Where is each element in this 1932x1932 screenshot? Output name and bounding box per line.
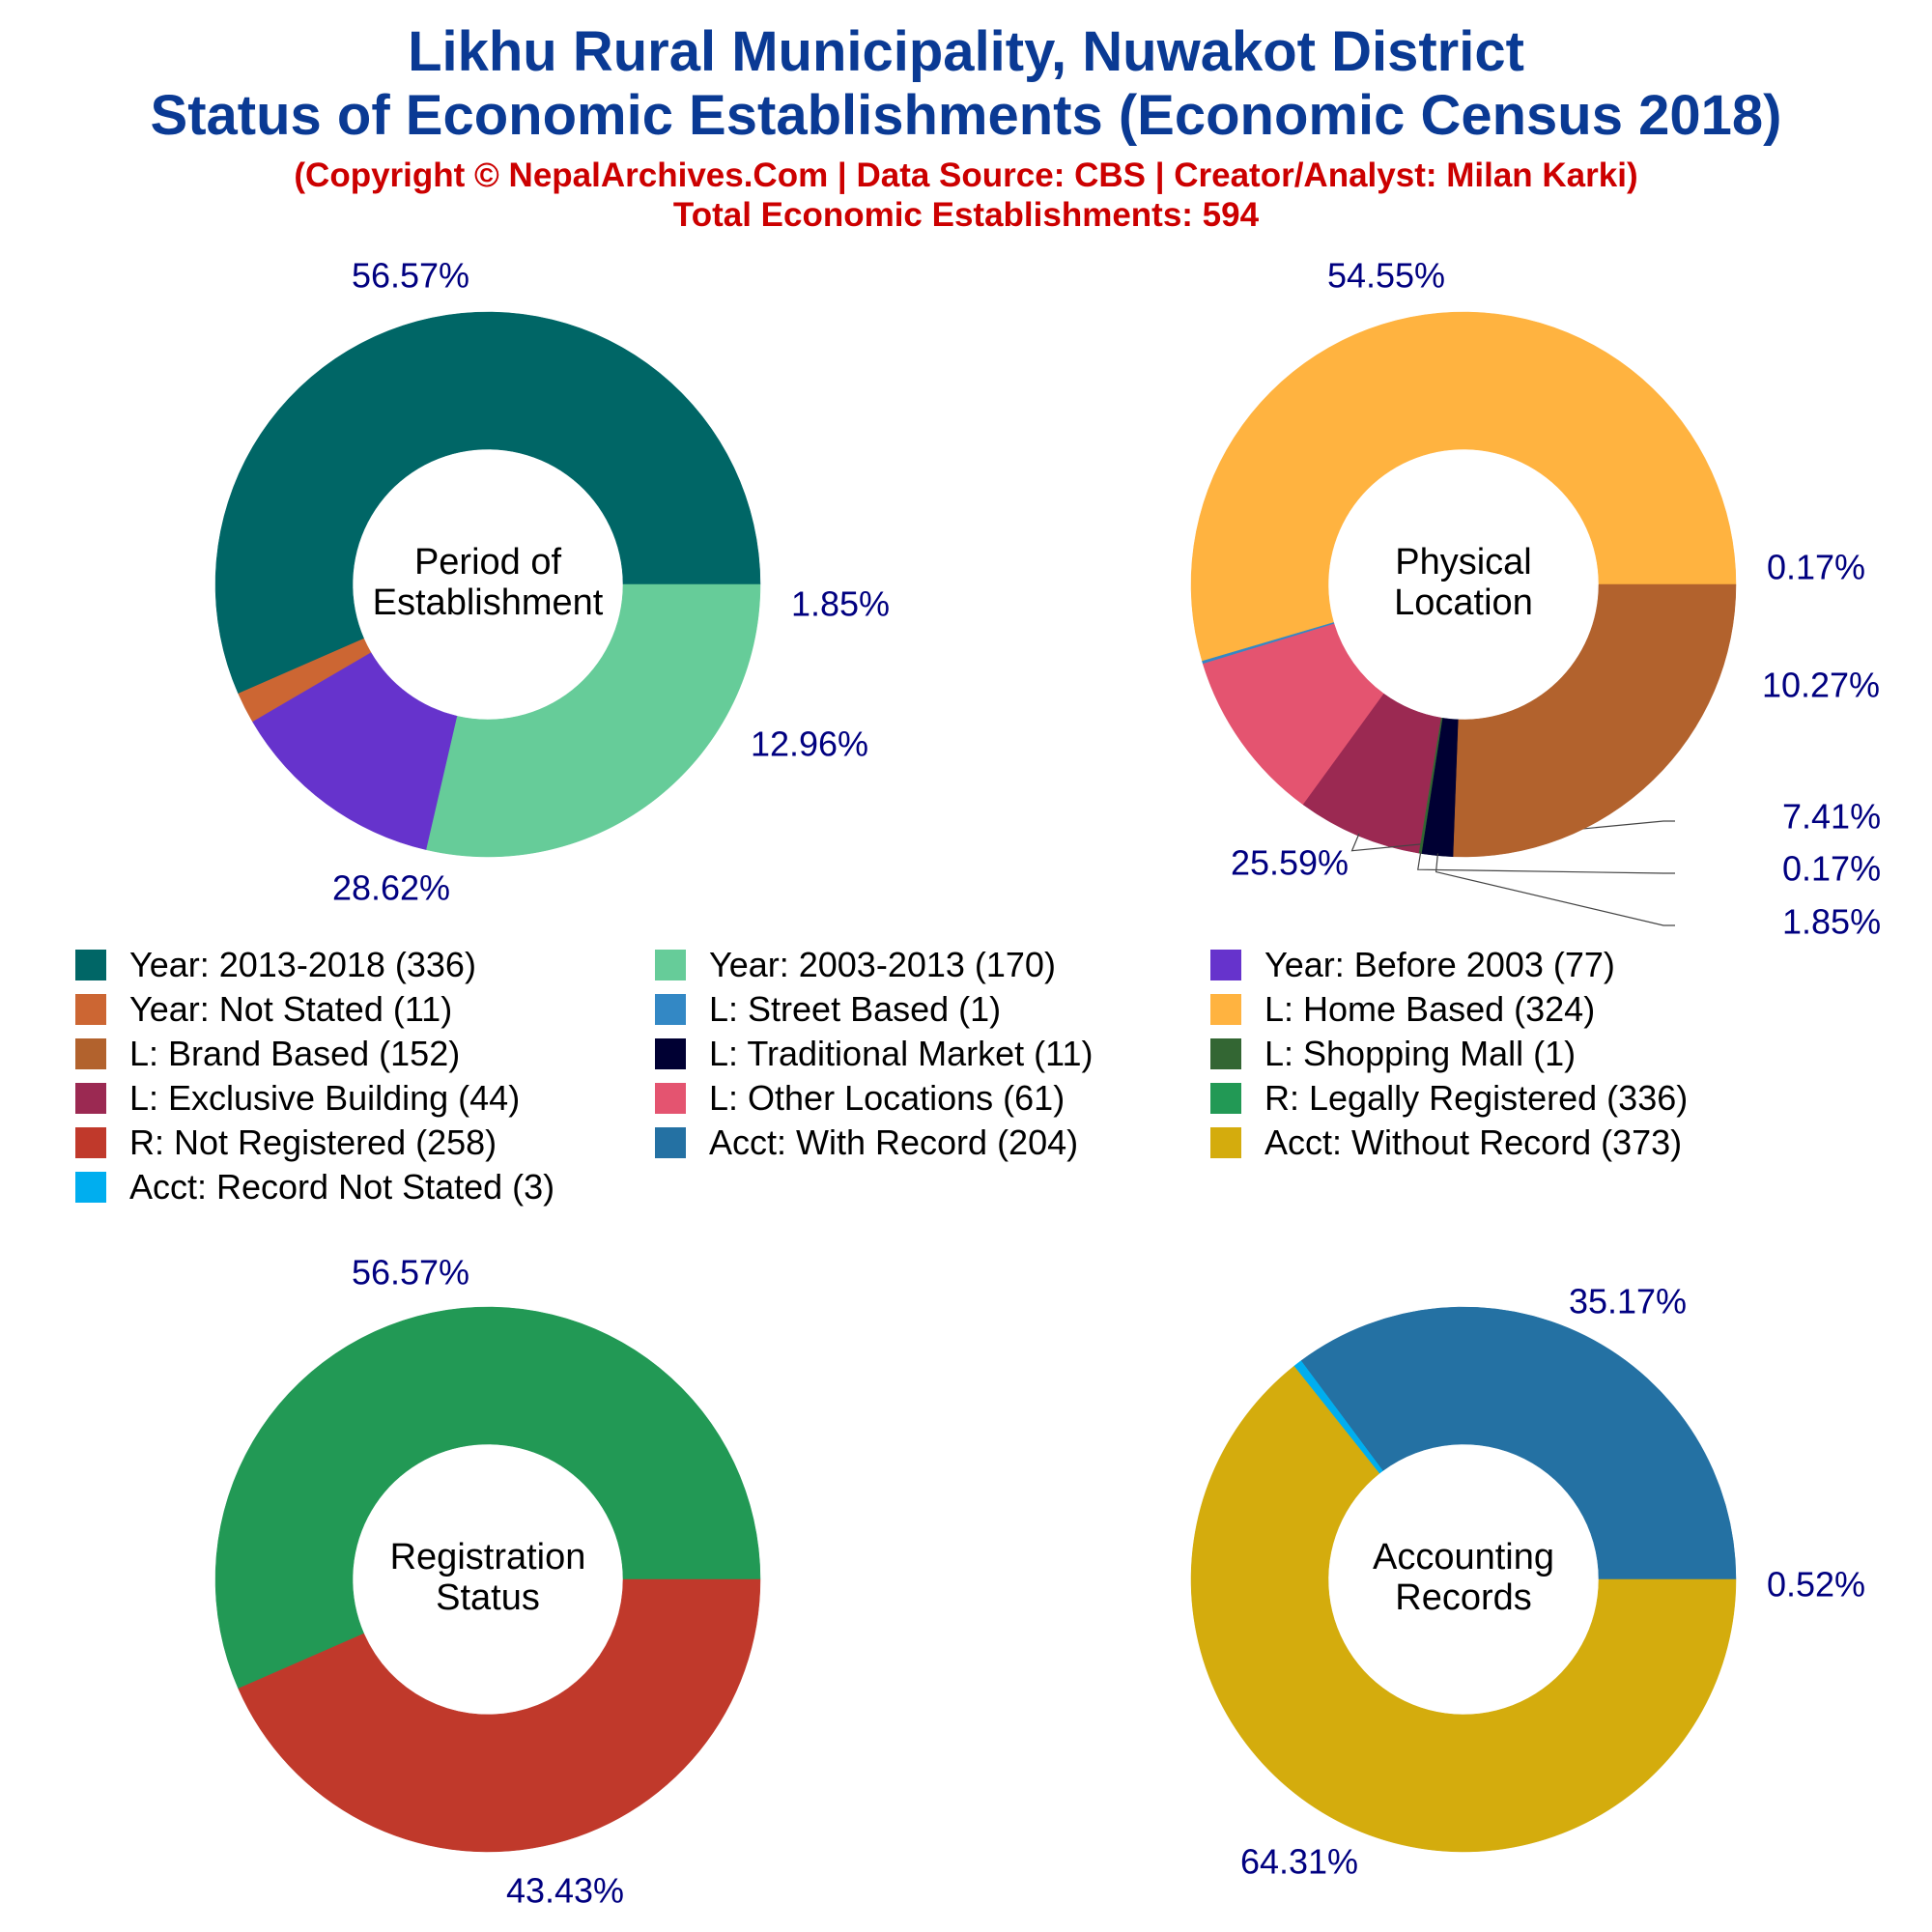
donut-center-label: Records: [1395, 1577, 1532, 1618]
slice-year-before-2003: [252, 652, 458, 851]
legend-label: Acct: Without Record (373): [1264, 1122, 1683, 1162]
legend-swatch: [1210, 1083, 1241, 1114]
donut-center-label: Period of: [414, 542, 562, 582]
legend-item: Year: 2013-2018 (336): [75, 943, 476, 987]
donut-center-label: Status: [436, 1577, 540, 1618]
legend-label: L: Shopping Mall (1): [1264, 1034, 1577, 1073]
legend-swatch: [75, 1038, 106, 1069]
legend-label: Year: 2003-2013 (170): [709, 945, 1056, 984]
donut-center-label: Establishment: [373, 582, 604, 623]
legend-swatch: [75, 1172, 106, 1203]
slice-percent-label: 1.85%: [791, 584, 890, 624]
slice-percent-label: 10.27%: [1762, 666, 1880, 705]
leader-line: [1435, 853, 1675, 926]
legend-swatch: [75, 1127, 106, 1158]
legend-swatch: [75, 994, 106, 1025]
legend-item: Year: Not Stated (11): [75, 987, 452, 1032]
legend-item: Acct: Without Record (373): [1210, 1121, 1682, 1165]
legend-label: L: Other Locations (61): [709, 1078, 1065, 1118]
slice-year-2003-2013: [426, 583, 761, 858]
legend-label: Year: 2013-2018 (336): [129, 945, 476, 984]
slice-l-brand-based: [1453, 583, 1737, 858]
legend-item: Year: Before 2003 (77): [1210, 943, 1615, 987]
legend-item: L: Traditional Market (11): [655, 1032, 1094, 1076]
donut-center-label: Location: [1394, 582, 1533, 623]
legend-swatch: [75, 950, 106, 980]
legend-item: L: Exclusive Building (44): [75, 1076, 520, 1121]
legend-item: L: Brand Based (152): [75, 1032, 460, 1076]
chart-subtitle-line1: (Copyright © NepalArchives.Com | Data So…: [294, 156, 1638, 194]
legend-label: Year: Before 2003 (77): [1264, 945, 1615, 984]
legend-label: L: Street Based (1): [709, 989, 1002, 1029]
slice-acct-without-record: [1190, 1365, 1737, 1853]
legend-item: R: Legally Registered (336): [1210, 1076, 1688, 1121]
donut-chart-2: 54.55% 0.17% 10.27% 7.41% 0.17% 1.85% 25.59% Ph…: [1190, 256, 1881, 942]
legend-swatch: [1210, 950, 1241, 980]
legend-swatch: [655, 1038, 686, 1069]
slice-percent-label: 56.57%: [352, 1253, 469, 1293]
chart-subtitle-line2: Total Economic Establishments: 594: [672, 196, 1260, 234]
legend-swatch: [75, 1083, 106, 1114]
slice-percent-label: 43.43%: [506, 1871, 624, 1911]
legend-swatch: [655, 950, 686, 980]
slice-percent-label: 0.17%: [1782, 849, 1881, 889]
legend-swatch: [1210, 1127, 1241, 1158]
chart-title-line2: Status of Economic Establishments (Econo…: [150, 84, 1782, 147]
legend-label: R: Not Registered (258): [129, 1122, 497, 1162]
legend-label: L: Brand Based (152): [129, 1034, 461, 1073]
legend-item: L: Shopping Mall (1): [1210, 1032, 1576, 1076]
slice-r-legally-registered: [214, 1306, 761, 1690]
slice-percent-label: 54.55%: [1327, 256, 1445, 296]
leader-line: [1417, 851, 1675, 874]
donut-center-label: Registration: [390, 1537, 586, 1577]
legend-label: L: Traditional Market (11): [709, 1034, 1094, 1073]
legend-label: L: Home Based (324): [1264, 989, 1596, 1029]
slice-percent-label: 7.41%: [1782, 797, 1881, 837]
slice-l-home-based: [1190, 311, 1737, 662]
legend-item: Acct: Record Not Stated (3): [75, 1165, 554, 1209]
legend-swatch: [1210, 994, 1241, 1025]
legend-swatch: [655, 1083, 686, 1114]
slice-percent-label: 0.17%: [1767, 548, 1865, 587]
slice-percent-label: 1.85%: [1782, 902, 1881, 942]
slice-percent-label: 56.57%: [352, 256, 469, 296]
legend-item: R: Not Registered (258): [75, 1121, 497, 1165]
legend-label: L: Exclusive Building (44): [129, 1078, 521, 1118]
slice-percent-label: 35.17%: [1569, 1282, 1687, 1321]
slice-percent-label: 64.31%: [1240, 1842, 1358, 1882]
legend-item: L: Street Based (1): [655, 987, 1001, 1032]
donut-chart-1: 56.57% 1.85% 12.96% 28.62% Period ofEstablis…: [214, 256, 890, 908]
legend-label: Acct: Record Not Stated (3): [129, 1167, 555, 1207]
legend-item: L: Home Based (324): [1210, 987, 1595, 1032]
chart-title-line1: Likhu Rural Municipality, Nuwakot Distri…: [408, 20, 1524, 83]
donut-center-label: Accounting: [1373, 1537, 1554, 1577]
legend-swatch: [655, 994, 686, 1025]
legend-item: Year: 2003-2013 (170): [655, 943, 1056, 987]
slice-percent-label: 0.52%: [1767, 1565, 1865, 1605]
legend-swatch: [655, 1127, 686, 1158]
legend-label: R: Legally Registered (336): [1264, 1078, 1689, 1118]
slice-r-not-registered: [238, 1578, 761, 1853]
legend-label: Acct: With Record (204): [709, 1122, 1079, 1162]
slice-acct-with-record: [1300, 1306, 1737, 1580]
legend-swatch: [1210, 1038, 1241, 1069]
donut-center-label: Physical: [1395, 542, 1532, 582]
legend-label: Year: Not Stated (11): [129, 989, 453, 1029]
slice-percent-label: 28.62%: [332, 868, 450, 908]
legend-item: Acct: With Record (204): [655, 1121, 1078, 1165]
slice-percent-label: 25.59%: [1231, 843, 1349, 883]
legend-item: L: Other Locations (61): [655, 1076, 1065, 1121]
slice-percent-label: 12.96%: [751, 724, 868, 764]
slice-year-2013-2018: [214, 311, 761, 695]
